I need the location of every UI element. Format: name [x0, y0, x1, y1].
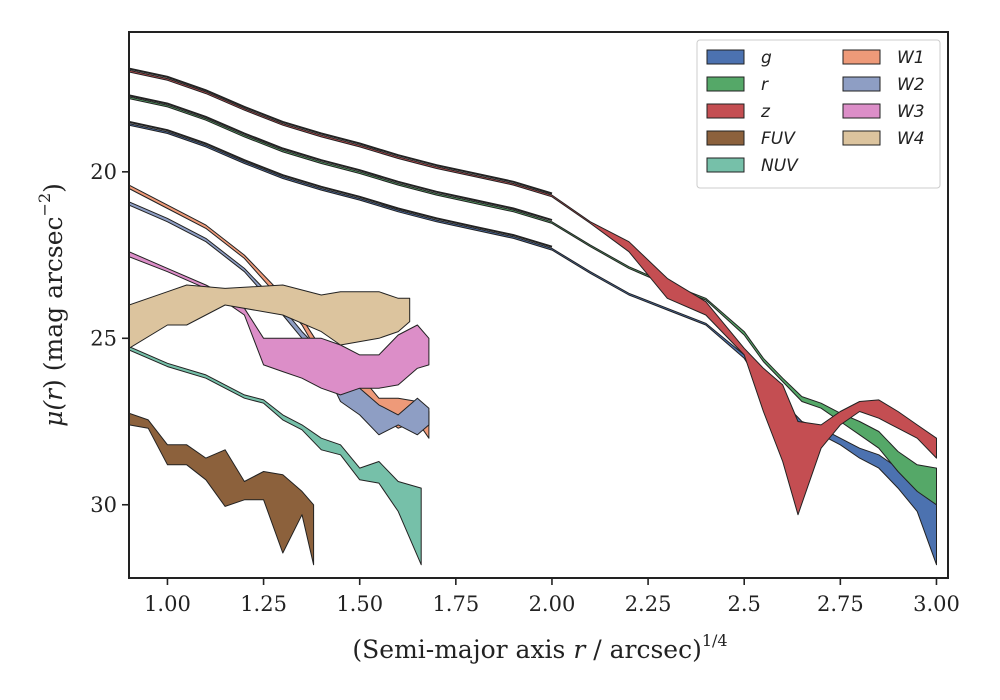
legend-label-NUV: NUV: [761, 156, 799, 176]
band-NUV: [129, 346, 422, 566]
band-W4: [129, 284, 411, 349]
y-tick-label: 30: [90, 493, 117, 517]
legend-label-g: g: [761, 48, 772, 68]
legend-label-W2: W2: [897, 75, 925, 95]
x-tick-label: 3.00: [913, 592, 960, 616]
legend-label-r: r: [761, 75, 769, 95]
x-tick-label: 2.5: [728, 592, 761, 616]
legend: grz FUV NUV W1 W2 W3 W4: [696, 39, 941, 189]
legend-label-FUV: FUV: [761, 129, 796, 149]
legend-label-z: z: [760, 102, 771, 122]
plot-frame: [128, 31, 949, 579]
legend-swatch-z: [706, 103, 745, 119]
legend-swatch-W2: [842, 76, 881, 92]
legend-label-W4: W4: [897, 129, 925, 149]
x-axis-label: (Semi-major axis r / arcsec)1/4: [352, 631, 727, 664]
legend-swatch-FUV: [706, 130, 745, 146]
legend-swatch-r: [706, 76, 745, 92]
band-FUV: [129, 412, 315, 566]
y-axis: 20 25 30: [90, 160, 129, 517]
x-tick-label: 1.75: [432, 592, 479, 616]
legend-swatch-W4: [842, 130, 881, 146]
legend-swatch-g: [706, 49, 745, 65]
x-tick-label: 2.00: [529, 592, 576, 616]
model-line-2: [129, 94, 553, 222]
legend-swatch-W3: [842, 103, 881, 119]
x-tick-label: 2.75: [817, 592, 864, 616]
x-tick-label: 2.25: [625, 592, 672, 616]
model-line-1: [129, 67, 553, 195]
legend-swatch-NUV: [706, 157, 745, 173]
model-lines: [129, 67, 553, 248]
y-axis-label: μ(r) (mag arcsec−2): [35, 183, 68, 427]
legend-label-W3: W3: [897, 102, 925, 122]
x-axis: 1.00 1.25 1.50 1.75 2.00 2.25 2.5 2.75 3.00: [144, 578, 960, 616]
x-tick-label: 1.50: [336, 592, 383, 616]
model-line-3: [129, 120, 553, 248]
legend-label-W1: W1: [897, 48, 925, 68]
band-z: [129, 69, 937, 516]
legend-swatch-W1: [842, 49, 881, 65]
y-tick-label: 25: [90, 326, 117, 350]
profile-bands: [129, 69, 937, 566]
band-r: [129, 96, 937, 506]
x-tick-label: 1.00: [144, 592, 191, 616]
x-tick-label: 1.25: [240, 592, 287, 616]
y-tick-label: 20: [90, 160, 117, 184]
band-g: [129, 123, 937, 566]
